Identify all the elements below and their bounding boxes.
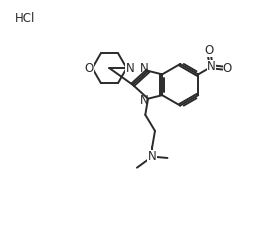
Text: N: N [126,62,134,75]
Text: O: O [205,45,214,57]
Text: N: N [140,94,149,107]
Text: N: N [207,60,216,73]
Text: O: O [223,62,232,75]
Text: O: O [84,62,94,75]
Text: N: N [148,150,157,163]
Text: HCl: HCl [15,12,36,25]
Text: N: N [140,62,149,75]
